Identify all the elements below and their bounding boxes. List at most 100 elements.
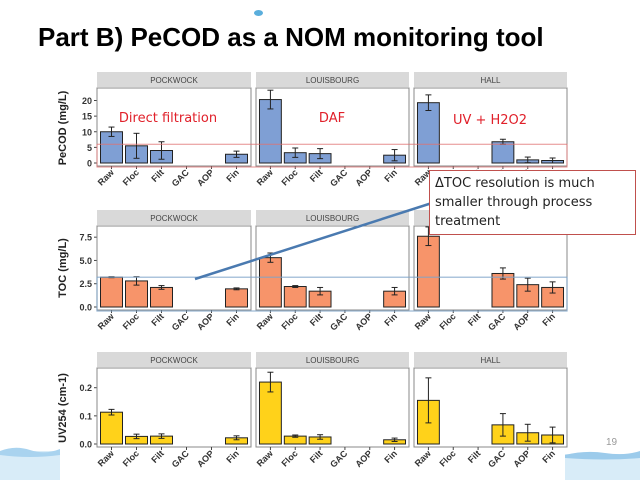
- slide-title: Part B) PeCOD as a NOM monitoring tool: [38, 22, 544, 52]
- y-axis-label: PeCOD (mg/L): [57, 90, 69, 165]
- y-tick-label: 0.2: [79, 383, 92, 393]
- x-tick-label: Floc: [280, 311, 300, 331]
- facet-strip: [97, 352, 251, 367]
- x-tick-label: Filt: [149, 311, 166, 328]
- x-tick-label: GAC: [328, 167, 350, 189]
- bar: [100, 276, 123, 308]
- x-tick-label: AOP: [195, 167, 216, 188]
- x-tick-label: GAC: [170, 311, 192, 333]
- x-tick-label: Raw: [96, 448, 117, 469]
- bar: [225, 288, 248, 308]
- x-tick-label: Raw: [255, 448, 276, 469]
- x-tick-label: Raw: [255, 311, 276, 332]
- x-tick-label: AOP: [353, 167, 374, 188]
- x-tick-label: Fin: [224, 167, 241, 184]
- x-tick-label: Fin: [382, 167, 399, 184]
- y-tick-label: 7.5: [79, 233, 92, 243]
- x-tick-label: GAC: [486, 448, 508, 470]
- y-tick-label: 0: [87, 159, 92, 169]
- x-tick-label: Floc: [121, 448, 141, 468]
- facet-label: LOUISBOURG: [306, 76, 359, 85]
- x-tick-label: Raw: [413, 448, 434, 469]
- facet-label: LOUISBOURG: [306, 214, 359, 223]
- water-wave-left-decoration: [0, 447, 60, 480]
- facet-strip: [256, 352, 409, 367]
- x-tick-label: Fin: [224, 311, 241, 328]
- panel-frame: [96, 87, 252, 167]
- x-tick-label: Raw: [96, 167, 117, 188]
- facet-strip: [414, 72, 567, 87]
- y-tick-label: 10: [82, 127, 92, 137]
- x-tick-label: GAC: [328, 311, 350, 333]
- callout-box: ΔTOC resolution is much smaller through …: [429, 170, 636, 235]
- x-tick-label: Floc: [280, 167, 300, 187]
- facet-label: POCKWOCK: [150, 356, 198, 365]
- x-tick-label: Filt: [308, 448, 325, 465]
- x-tick-label: GAC: [486, 311, 508, 333]
- x-tick-label: Filt: [149, 448, 166, 465]
- treatment-annotation: DAF: [319, 111, 345, 126]
- x-tick-label: Raw: [96, 311, 117, 332]
- x-tick-label: AOP: [511, 311, 532, 332]
- x-tick-label: Floc: [121, 167, 141, 187]
- x-tick-label: Fin: [382, 311, 399, 328]
- x-tick-label: Filt: [149, 167, 166, 184]
- bar: [150, 286, 173, 308]
- y-tick-label: 0.0: [79, 303, 92, 313]
- x-tick-label: Filt: [308, 167, 325, 184]
- facet-label: POCKWOCK: [150, 214, 198, 223]
- facet-strip: [97, 210, 251, 225]
- facet-strip: [414, 352, 567, 367]
- facet-label: LOUISBOURG: [306, 356, 359, 365]
- y-tick-label: 5.0: [79, 256, 92, 266]
- callout-connector-line: [194, 201, 433, 281]
- y-tick-label: 0.1: [79, 411, 92, 421]
- reference-band: [96, 143, 568, 168]
- x-tick-label: AOP: [353, 448, 374, 469]
- x-tick-label: Raw: [413, 311, 434, 332]
- bar: [283, 286, 307, 308]
- x-tick-label: Filt: [466, 311, 483, 328]
- x-tick-label: Fin: [540, 448, 557, 465]
- treatment-annotation: UV + H2O2: [453, 113, 527, 128]
- x-tick-label: Fin: [540, 311, 557, 328]
- x-tick-label: Floc: [438, 311, 458, 331]
- facet-strip: [256, 210, 409, 225]
- x-tick-label: AOP: [511, 448, 532, 469]
- bar: [491, 141, 515, 164]
- water-wave-right-decoration: [565, 451, 640, 480]
- facet-strip: [256, 72, 409, 87]
- logo-bubble-icon: [254, 10, 263, 16]
- facet-label: HALL: [480, 76, 501, 85]
- y-tick-label: 15: [82, 112, 92, 122]
- x-tick-label: AOP: [195, 448, 216, 469]
- x-tick-label: AOP: [195, 311, 216, 332]
- x-tick-label: GAC: [170, 167, 192, 189]
- bar: [100, 411, 123, 445]
- page-number: 19: [606, 437, 618, 448]
- x-tick-label: Floc: [438, 448, 458, 468]
- y-tick-label: 0.0: [79, 440, 92, 450]
- x-tick-label: Fin: [382, 448, 399, 465]
- y-tick-label: 2.5: [79, 279, 92, 289]
- y-axis-label: TOC (mg/L): [57, 238, 69, 298]
- x-tick-label: Fin: [224, 448, 241, 465]
- bar: [416, 102, 440, 164]
- facet-strip: [97, 72, 251, 87]
- facet-label: POCKWOCK: [150, 76, 198, 85]
- x-tick-label: Filt: [308, 311, 325, 328]
- y-tick-label: 20: [82, 96, 92, 106]
- x-tick-label: Raw: [255, 167, 276, 188]
- y-axis-label: UV254 (cm-1): [57, 373, 69, 443]
- reference-band: [96, 276, 568, 312]
- y-tick-label: 5: [87, 143, 92, 153]
- x-tick-label: AOP: [353, 311, 374, 332]
- bar: [416, 235, 440, 308]
- facet-label: HALL: [480, 356, 501, 365]
- treatment-annotation: Direct filtration: [119, 111, 217, 126]
- x-tick-label: GAC: [170, 448, 192, 470]
- x-tick-label: GAC: [328, 448, 350, 470]
- x-tick-label: Floc: [280, 448, 300, 468]
- bar: [258, 257, 282, 308]
